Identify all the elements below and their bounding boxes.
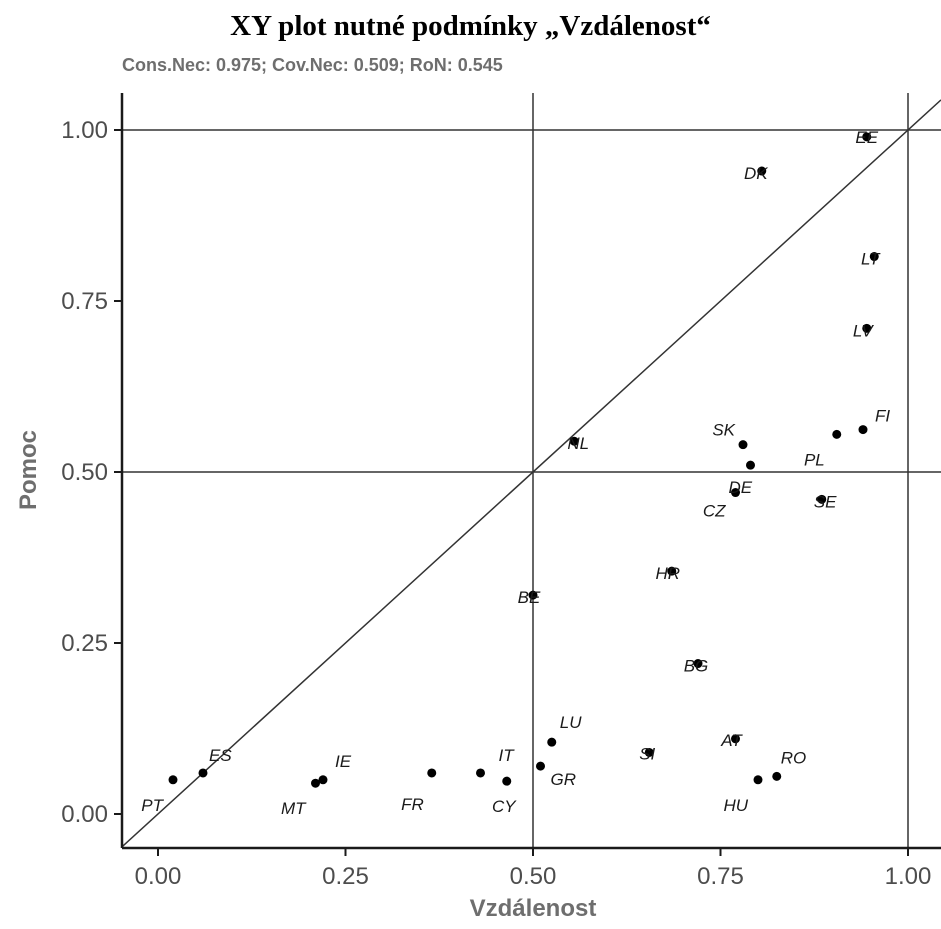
data-point [502,776,512,786]
point-label: LT [861,250,881,269]
point-label: LV [853,321,875,340]
point-label: BG [684,657,709,676]
y-tick-label: 0.00 [61,801,108,828]
x-axis-title: Vzdálenost [470,895,597,922]
data-point [869,252,879,262]
point-label: MT [281,799,307,818]
point-label: IT [499,746,516,765]
point-label: CY [492,797,517,816]
y-axis-title: Pomoc [15,430,42,510]
y-tick-label: 1.00 [61,117,108,144]
point-label: SI [639,744,655,763]
data-point [738,440,748,450]
y-tick-label: 0.50 [61,459,108,486]
data-point [731,488,740,498]
data-point [753,775,763,785]
point-label: FR [401,795,424,814]
point-label: PT [141,796,164,815]
data-point [757,166,767,176]
point-label: IE [335,752,352,771]
ticks: 0.00 0.25 0.50 0.75 1.00 0.00 0.25 0.50 0.75 1.00 [61,117,931,890]
diagonal-line [121,99,941,848]
reference-lines [121,93,941,848]
point-label: SK [712,421,735,440]
point-label: FI [875,407,890,426]
x-tick-label: 0.75 [697,863,744,890]
data-point [198,768,208,778]
data-point [569,436,579,446]
data-point [693,659,703,669]
x-tick-label: 1.00 [885,863,932,890]
point-label: HU [723,796,748,815]
point-label: ES [209,746,232,765]
data-point [772,771,782,781]
y-tick-label: 0.75 [61,288,108,315]
point-label: EE [855,128,878,147]
data-point [862,323,872,333]
point-label: NL [567,434,589,453]
chart-title: XY plot nutné podmínky „Vzdálenost“ [230,10,711,42]
data-point [832,429,842,439]
data-point [528,590,538,600]
point-label: GR [551,770,577,789]
point-label: AT [720,731,743,750]
point-label: CZ [703,502,726,521]
data-point [731,734,740,744]
data-point [644,747,654,757]
data-point [536,761,545,771]
data-point [311,778,320,788]
data-point [476,768,485,778]
point-label: DK [744,164,768,183]
x-tick-label: 0.00 [135,863,182,890]
data-point [862,132,872,142]
data-point [547,737,557,747]
point-label: LU [560,713,582,732]
point-label: PL [804,450,825,469]
data-point [168,775,178,785]
data-point [427,768,437,778]
point-label: SE [814,492,837,511]
axes [120,93,941,850]
x-tick-label: 0.50 [510,863,557,890]
data-point [746,460,755,470]
point-label: HR [655,564,680,583]
data-point [858,425,868,435]
data-point [817,494,827,504]
data-point [667,566,677,576]
point-label: BE [518,588,541,607]
chart-subtitle: Cons.Nec: 0.975; Cov.Nec: 0.509; RoN: 0.… [122,55,503,75]
x-tick-label: 0.25 [322,863,369,890]
point-label: DE [729,478,753,497]
y-tick-label: 0.25 [61,630,108,657]
point-label: RO [781,748,807,767]
data-points [168,132,879,788]
data-point [318,775,328,785]
